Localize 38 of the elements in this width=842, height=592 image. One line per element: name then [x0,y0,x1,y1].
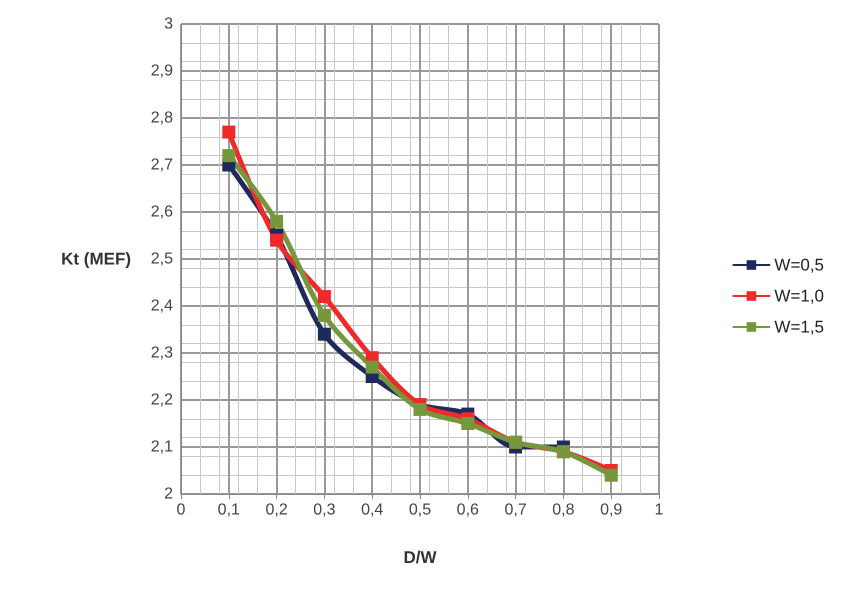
point [318,308,331,322]
x-axis-title: D/W [403,548,438,567]
legend-label: W=0,5 [774,256,824,274]
x-tick-label: 0,4 [361,502,384,518]
legend-label: W=1,5 [774,318,824,336]
y-tick-label: 2 [164,486,174,502]
y-tick-label: 2,1 [150,438,174,456]
legend-label: W=1,0 [774,286,824,306]
y-tick-label: 3 [164,16,174,32]
x-tick-label: 0 [176,502,186,518]
x-tick-label: 0,8 [552,502,575,518]
y-tick-label: 2,2 [150,392,174,408]
y-tick-label: 2,9 [150,62,174,80]
x-tick-label: 0,9 [600,502,622,518]
x-tick-label: 0,6 [456,502,480,518]
y-axis-title: Kt (MEF) [61,250,131,268]
y-tick-label: 2,4 [150,298,174,314]
point [414,402,426,416]
point [461,417,474,430]
y-tick-label: 2,7 [150,156,174,174]
point [318,290,331,304]
point [222,126,236,139]
x-tick-label: 1 [654,502,664,518]
y-tick-label: 2,5 [150,250,174,268]
point [270,214,284,228]
x-tick-label: 0,1 [218,502,240,518]
point [222,149,236,162]
x-tick-label: 0,5 [408,502,432,518]
point [366,360,379,374]
point [270,234,284,247]
y-tick-label: 2,3 [150,344,174,362]
x-tick-label: 0,7 [504,502,527,518]
x-tick-label: 0,2 [265,502,288,518]
x-tick-label: 0,3 [313,502,336,518]
y-tick-label: 2,6 [150,204,174,220]
y-tick-label: 2,8 [150,110,174,126]
point [318,328,331,341]
point [604,468,618,482]
